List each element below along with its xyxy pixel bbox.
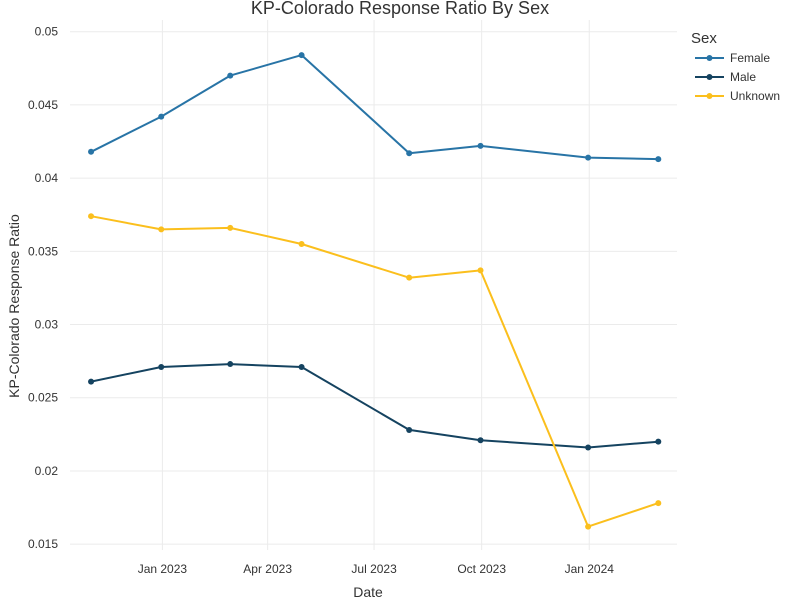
data-point-female bbox=[298, 52, 305, 59]
x-tick-label: Jan 2024 bbox=[565, 562, 615, 576]
legend-label-male: Male bbox=[730, 70, 756, 84]
data-point-male bbox=[585, 444, 592, 451]
data-point-male bbox=[158, 363, 165, 370]
y-tick-label: 0.015 bbox=[28, 537, 58, 551]
legend-title: Sex bbox=[691, 30, 717, 47]
data-point-female bbox=[227, 72, 234, 79]
data-point-unknown bbox=[585, 523, 592, 530]
data-point-male bbox=[227, 361, 234, 368]
data-point-female bbox=[585, 154, 592, 161]
legend-marker-male bbox=[706, 74, 713, 80]
x-tick-label: Jan 2023 bbox=[138, 562, 188, 576]
y-tick-label: 0.03 bbox=[35, 318, 59, 332]
data-point-unknown bbox=[227, 224, 234, 231]
x-tick-label: Jul 2023 bbox=[351, 562, 397, 576]
x-tick-label: Apr 2023 bbox=[243, 562, 292, 576]
data-point-female bbox=[477, 142, 484, 149]
y-tick-label: 0.035 bbox=[28, 244, 58, 258]
series-line-male bbox=[90, 363, 659, 449]
y-tick-label: 0.02 bbox=[35, 464, 59, 478]
data-point-unknown bbox=[158, 226, 165, 233]
data-point-unknown bbox=[655, 500, 662, 507]
legend: Sex Female Male Unknown bbox=[691, 30, 780, 103]
data-point-female bbox=[158, 113, 165, 120]
y-tick-label: 0.05 bbox=[35, 25, 59, 39]
x-axis-title: Date bbox=[353, 584, 383, 600]
data-point-female bbox=[655, 156, 662, 163]
data-point-male bbox=[406, 426, 413, 433]
grid bbox=[70, 20, 677, 550]
data-point-female bbox=[406, 150, 413, 157]
series-line-female bbox=[90, 54, 659, 161]
y-tick-label: 0.04 bbox=[35, 171, 59, 185]
chart-title: KP-Colorado Response Ratio By Sex bbox=[251, 0, 549, 18]
data-point-unknown bbox=[298, 241, 305, 248]
data-point-male bbox=[298, 363, 305, 370]
y-tick-label: 0.025 bbox=[28, 391, 58, 405]
y-axis-ticks: 0.015 0.02 0.025 0.03 0.035 0.04 0.045 0.05 bbox=[28, 25, 58, 551]
data-point-male bbox=[88, 378, 95, 385]
legend-label-unknown: Unknown bbox=[730, 89, 780, 103]
y-axis-title: KP-Colorado Response Ratio bbox=[6, 214, 22, 398]
x-axis-ticks: Jan 2023 Apr 2023 Jul 2023 Oct 2023 Jan 2024 bbox=[138, 562, 615, 576]
data-point-female bbox=[88, 148, 95, 155]
legend-label-female: Female bbox=[730, 51, 770, 65]
series-line-unknown bbox=[90, 215, 659, 528]
legend-marker-unknown bbox=[706, 93, 713, 99]
data-point-unknown bbox=[406, 274, 413, 281]
data-point-unknown bbox=[88, 213, 95, 220]
x-tick-label: Oct 2023 bbox=[457, 562, 506, 576]
y-tick-label: 0.045 bbox=[28, 98, 58, 112]
legend-marker-female bbox=[706, 55, 713, 61]
data-point-unknown bbox=[477, 267, 484, 274]
data-point-male bbox=[477, 437, 484, 444]
data-point-male bbox=[655, 438, 662, 445]
series-layer bbox=[88, 52, 662, 530]
